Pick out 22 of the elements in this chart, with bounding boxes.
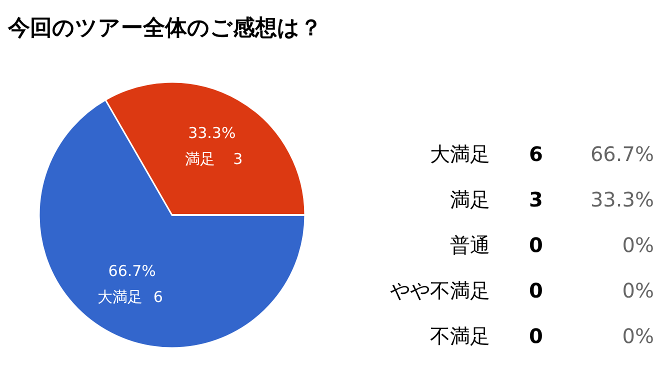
text: 3 xyxy=(529,188,543,212)
text: 0% xyxy=(622,278,654,302)
category-label: 普通 xyxy=(450,233,490,257)
text: 0 xyxy=(529,324,543,348)
text: 0 xyxy=(529,278,543,302)
text: 33.3% xyxy=(188,124,236,142)
category-label: 満足 xyxy=(450,188,490,212)
data-label: 3 xyxy=(233,150,243,168)
text: 0% xyxy=(622,324,654,348)
category-label: 大満足 xyxy=(430,142,490,166)
text: 0 xyxy=(529,233,543,257)
text: 66.7% xyxy=(108,262,156,280)
slice-label: 満足 xyxy=(184,150,215,168)
category-label: やや不満足 xyxy=(390,278,490,302)
data-label: 6 xyxy=(153,288,163,306)
chart-title: 今回のツアー全体のご感想は？ xyxy=(7,16,322,41)
text: 6 xyxy=(529,142,543,166)
category-label: 不満足 xyxy=(430,324,490,348)
text: 66.7% xyxy=(590,142,654,166)
text: 33.3% xyxy=(590,188,654,212)
text: 0% xyxy=(622,233,654,257)
slice-label: 大満足 xyxy=(98,288,143,306)
